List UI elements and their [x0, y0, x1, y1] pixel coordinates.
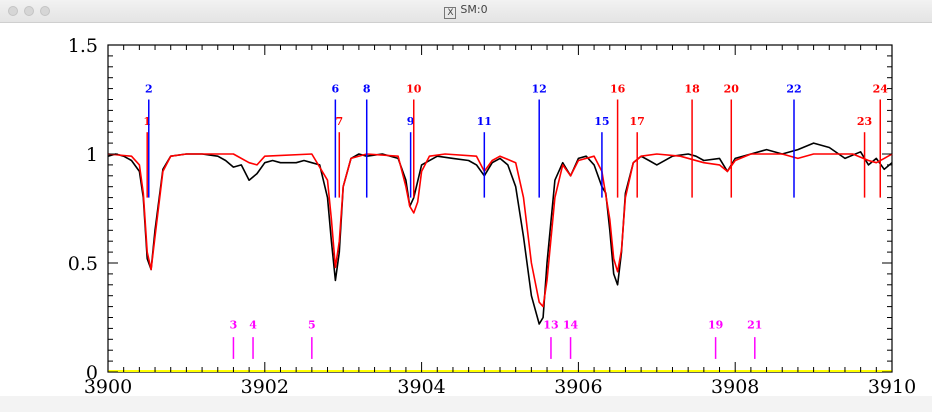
lower-marker-label: 19	[708, 318, 723, 331]
window-bottom-strip	[0, 396, 932, 412]
line-marker-label: 8	[363, 83, 371, 96]
lower-marker-label: 13	[543, 318, 558, 331]
line-marker-label: 24	[873, 83, 889, 96]
plot-frame	[107, 44, 893, 373]
lower-marker-label: 14	[563, 318, 579, 331]
x-tick-label: 3906	[554, 376, 602, 396]
close-window-button[interactable]	[8, 6, 18, 16]
plot-border	[107, 44, 893, 373]
line-marker-label: 17	[630, 115, 645, 128]
line-marker-label: 12	[532, 83, 547, 96]
y-tick-label: 1.5	[68, 35, 98, 57]
x-tick-label: 3902	[241, 376, 289, 396]
x11-icon: X	[444, 7, 457, 19]
zoom-window-button[interactable]	[40, 6, 50, 16]
line-marker-label: 9	[407, 115, 415, 128]
lower-marker-label: 4	[249, 318, 257, 331]
x-tick-label: 3900	[84, 376, 132, 396]
lower-marker-label: 21	[747, 318, 762, 331]
window-title-group: X SM:0	[0, 3, 932, 19]
line-marker-label: 10	[406, 83, 422, 96]
x-tick-label: 3904	[397, 376, 445, 396]
y-tick-label: 1	[86, 144, 98, 166]
line-marker-label: 16	[610, 83, 626, 96]
series-group	[107, 142, 893, 325]
line-marker-label: 15	[594, 115, 609, 128]
y-tick-label: 0	[86, 362, 98, 384]
line-marker-label: 7	[335, 115, 343, 128]
line-marker-label: 6	[332, 83, 340, 96]
line-marker-label: 11	[477, 115, 492, 128]
observed-spectrum-line	[107, 142, 893, 325]
lower-marker-label: 3	[230, 318, 238, 331]
minimize-window-button[interactable]	[24, 6, 34, 16]
line-marker-label: 23	[857, 115, 872, 128]
line-marker-label: 1	[143, 115, 151, 128]
lower-marker-label: 5	[308, 318, 316, 331]
model-spectrum-line	[107, 153, 893, 308]
window-title: SM:0	[460, 3, 488, 16]
line-marker-label: 2	[145, 83, 153, 96]
x-tick-label: 3910	[868, 376, 916, 396]
line-marker-label: 22	[786, 83, 801, 96]
y-tick-label: 0.5	[68, 253, 98, 275]
window-titlebar: X SM:0	[0, 0, 932, 23]
line-marker-label: 18	[684, 83, 700, 96]
line-marker-label: 20	[724, 83, 740, 96]
x-tick-label: 3908	[711, 376, 759, 396]
